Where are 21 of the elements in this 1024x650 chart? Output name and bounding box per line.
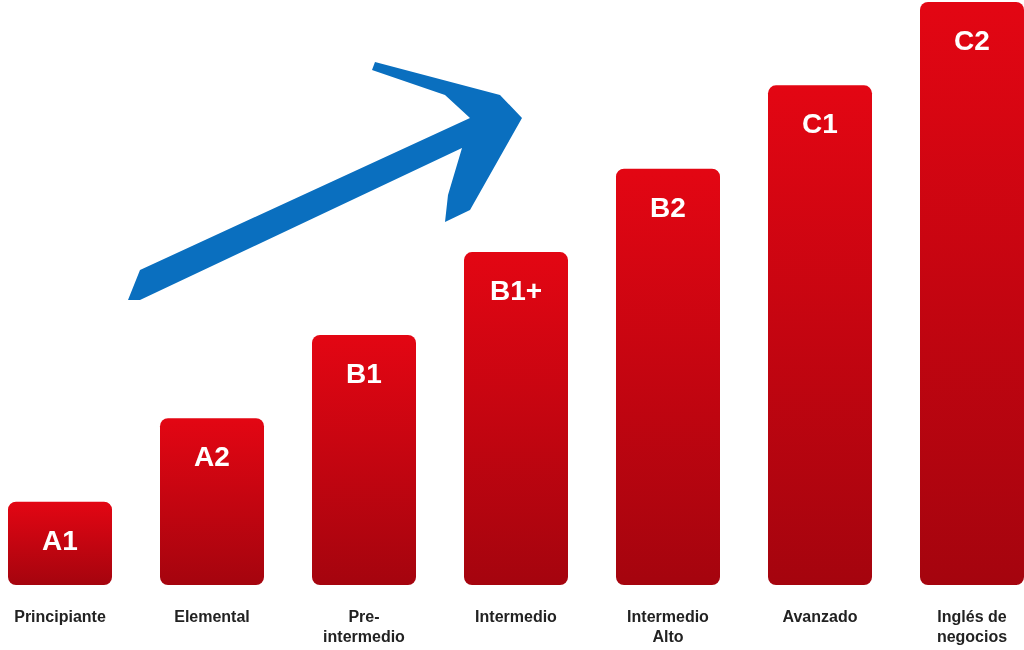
annotation: C2 <box>954 25 990 56</box>
x-tick-label: Intermedio <box>475 608 558 625</box>
bar <box>920 2 1024 585</box>
annotation: B1 <box>346 357 382 389</box>
x-tick-label: Principiante <box>14 608 106 625</box>
x-tick-label: Intermedio Alto <box>627 608 710 645</box>
bar <box>616 168 720 585</box>
bar <box>464 252 568 585</box>
x-tick-label: Elemental <box>174 608 250 625</box>
bar <box>160 418 264 585</box>
annotation: B1+ <box>489 275 543 307</box>
annotation: A2 <box>194 441 230 473</box>
x-tick-label: Pre-intermedio <box>323 608 406 645</box>
bar <box>768 85 872 585</box>
annotation: B2 <box>650 191 686 223</box>
x-tick-label: Avanzado <box>782 608 858 625</box>
bar <box>312 334 416 585</box>
annotation: C1 <box>802 108 838 140</box>
x-tick-label: Inglés de negocios <box>936 608 1008 645</box>
annotation: A1 <box>42 524 78 556</box>
bar <box>8 501 112 585</box>
